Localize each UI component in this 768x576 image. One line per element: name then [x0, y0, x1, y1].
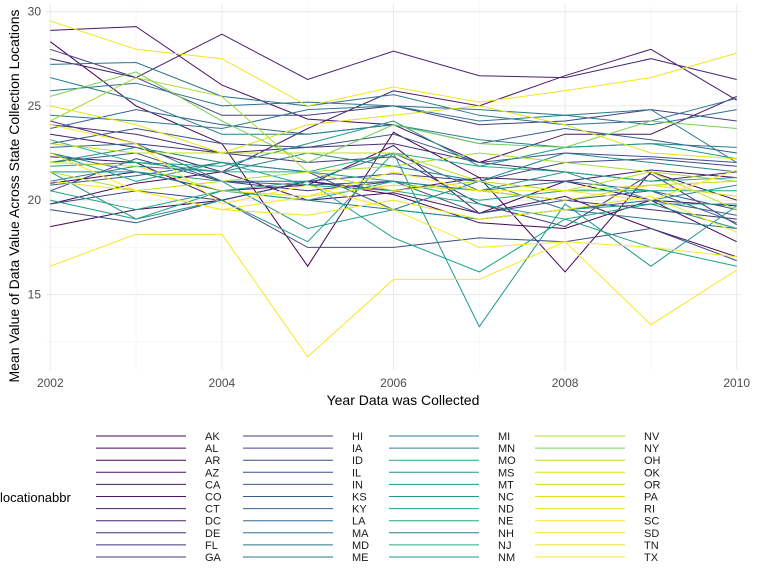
series-line-il [50, 127, 737, 164]
legend-label-co: CO [205, 492, 222, 504]
legend-title: locationabbr [0, 490, 71, 505]
series-line-tx [50, 152, 737, 211]
series-line-sd [50, 233, 737, 358]
x-tick-label: 2004 [209, 376, 236, 390]
legend-label-oh: OH [644, 455, 661, 467]
legend-label-ms: MS [498, 467, 515, 479]
legend-label-az: AZ [205, 467, 219, 479]
legend-label-nv: NV [644, 431, 660, 443]
y-tick-label: 20 [28, 193, 42, 207]
series-line-sc [50, 124, 737, 258]
series-line-nh [50, 105, 737, 163]
x-tick-label: 2008 [552, 376, 579, 390]
legend-label-ga: GA [205, 552, 222, 564]
legend-label-mo: MO [498, 455, 516, 467]
legend-label-ks: KS [352, 492, 367, 504]
legend-label-ak: AK [205, 431, 220, 443]
series-line-or [50, 143, 737, 211]
series-line-ok [50, 162, 737, 201]
series-lines [50, 20, 737, 358]
legend-label-ct: CT [205, 504, 220, 516]
legend-label-mn: MN [498, 443, 515, 455]
legend-label-al: AL [205, 443, 218, 455]
series-line-ct [50, 48, 737, 173]
y-tick-label: 15 [28, 288, 42, 302]
legend-label-dc: DC [205, 516, 221, 528]
x-axis-title: Year Data was Collected [327, 392, 480, 408]
series-line-dc [50, 33, 737, 81]
x-tick-label: 2006 [380, 376, 407, 390]
series-line-ny [50, 71, 737, 164]
series-line-ri [50, 20, 737, 107]
series-line-md [50, 61, 737, 126]
legend-label-la: LA [352, 516, 366, 528]
legend-label-hi: HI [352, 431, 363, 443]
grid [46, 4, 741, 370]
legend-label-mt: MT [498, 479, 514, 491]
x-tick-label: 2010 [723, 376, 750, 390]
legend-label-ma: MA [352, 528, 369, 540]
legend-label-ca: CA [205, 479, 221, 491]
legend-label-nh: NH [498, 528, 514, 540]
legend-label-ok: OK [644, 467, 661, 479]
legend-label-fl: FL [205, 540, 218, 552]
y-tick-label: 25 [28, 99, 42, 113]
legend-label-id: ID [352, 455, 363, 467]
x-tick-label: 2002 [37, 376, 64, 390]
series-line-nd [50, 180, 737, 273]
series-line-al [50, 180, 737, 243]
y-axis-ticks: 15 20 25 30 [28, 5, 42, 302]
legend-label-ky: KY [352, 504, 367, 516]
series-line-id [50, 199, 737, 262]
y-tick-label: 30 [28, 5, 42, 19]
legend-label-il: IL [352, 467, 361, 479]
legend-label-ar: AR [205, 455, 220, 467]
legend-label-ri: RI [644, 504, 655, 516]
series-line-ne [50, 180, 737, 211]
series-line-ak [50, 41, 737, 273]
legend-label-tn: TN [644, 540, 659, 552]
legend-label-ny: NY [644, 443, 660, 455]
x-axis-ticks: 2002 2004 2006 2008 2010 [37, 376, 750, 390]
legend-label-in: IN [352, 479, 363, 491]
legend-label-sc: SC [644, 516, 659, 528]
series-line-pa [50, 105, 737, 160]
legend-label-tx: TX [644, 552, 659, 564]
series-line-ia [50, 158, 737, 205]
y-axis-title: Mean Value of Data Value Across State Co… [6, 9, 22, 382]
legend-label-pa: PA [644, 492, 659, 504]
series-line-oh [50, 171, 737, 192]
legend-label-ne: NE [498, 516, 513, 528]
legend-label-nm: NM [498, 552, 515, 564]
series-line-ga [50, 120, 737, 228]
legend-label-or: OR [644, 479, 661, 491]
legend-label-nc: NC [498, 492, 514, 504]
legend-label-md: MD [352, 540, 369, 552]
legend-label-sd: SD [644, 528, 659, 540]
legend-label-nd: ND [498, 504, 514, 516]
series-line-nv [50, 77, 737, 182]
legend-label-de: DE [205, 528, 220, 540]
legend-label-me: ME [352, 552, 369, 564]
legend-label-ia: IA [352, 443, 363, 455]
legend-label-nj: NJ [498, 540, 511, 552]
legend-label-mi: MI [498, 431, 510, 443]
